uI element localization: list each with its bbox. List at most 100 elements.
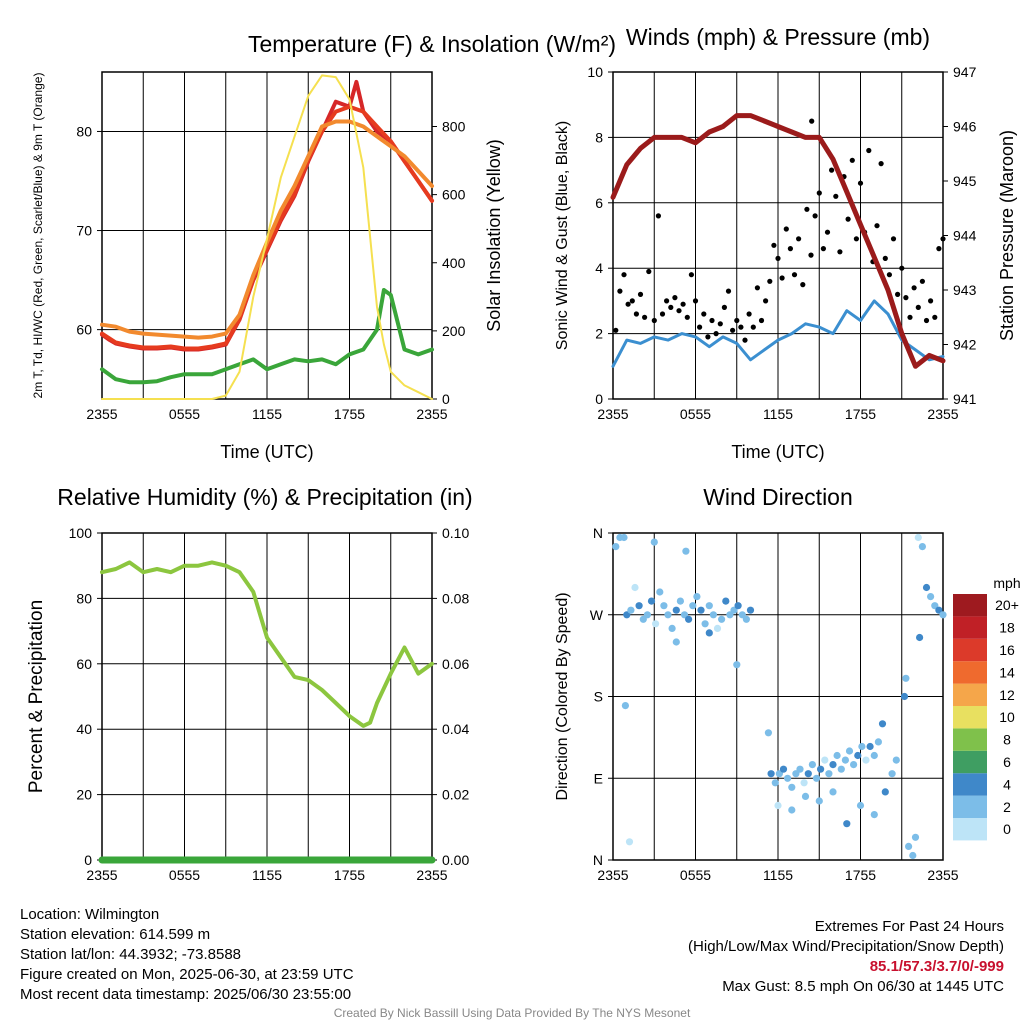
y-right-tick-label: 600 <box>442 187 466 203</box>
gust-point <box>684 314 690 320</box>
chart-title: Temperature (F) & Insolation (W/m²) <box>248 31 616 57</box>
y-axis-label: 2m T, Td, HI/WC (Red, Green, Scarlet/Blu… <box>31 73 45 399</box>
wind-direction-point <box>742 615 751 623</box>
wind-direction-point <box>843 820 851 828</box>
gust-point <box>804 206 810 212</box>
relative-humidity-line <box>100 560 434 728</box>
colorbar-label: 4 <box>1003 776 1011 792</box>
gust-point <box>659 311 666 317</box>
wind-direction-point <box>914 533 922 542</box>
wind-direction-point <box>647 597 656 605</box>
x-tick-label: 2355 <box>416 406 447 422</box>
y-tick-label: 10 <box>587 64 603 80</box>
wind-direction-point <box>631 583 639 592</box>
x-tick-label: 0555 <box>680 406 711 422</box>
gust-point <box>809 118 815 124</box>
wind-direction-point <box>815 797 823 805</box>
elevation-text: Station elevation: 614.599 m <box>20 926 211 943</box>
x-axis-label: Time (UTC) <box>220 442 313 462</box>
gust-point <box>911 285 917 291</box>
gust-point <box>713 331 719 337</box>
y-tick-label: 80 <box>76 123 92 139</box>
wind-direction-point <box>668 624 676 633</box>
wind-direction-point <box>909 851 917 860</box>
gust-point <box>812 213 818 219</box>
colorbar-label: 18 <box>999 620 1015 636</box>
wind-direction-point <box>812 774 821 782</box>
y-axis-label: Sonic Wind & Gust (Blue, Black) <box>554 121 571 350</box>
x-tick-label: 2355 <box>86 406 117 422</box>
gust-point <box>705 334 711 340</box>
wind-direction-point <box>808 761 817 769</box>
y-tick-label: 80 <box>76 590 92 606</box>
colorbar-swatch <box>953 706 987 729</box>
wind-direction-point <box>935 606 943 614</box>
colorbar-swatch <box>953 728 987 751</box>
y-tick-label: 60 <box>76 656 92 672</box>
gust-point <box>767 278 773 284</box>
gust-point <box>688 272 695 278</box>
wind-direction-point <box>833 751 841 760</box>
wind-direction-point <box>892 756 900 764</box>
gust-point <box>633 311 640 317</box>
wind-direction-point <box>817 765 825 773</box>
gust-point <box>613 327 619 333</box>
colorbar-title: mph <box>993 575 1020 591</box>
colorbar-label: 10 <box>999 709 1015 725</box>
y-right-tick-label: 0.04 <box>442 721 469 737</box>
y-tick-label: W <box>590 607 604 623</box>
gust-point <box>697 324 703 330</box>
credit-text: Created By Nick Bassill Using Data Provi… <box>333 1006 691 1020</box>
colorbar-label: 20+ <box>995 597 1019 613</box>
wind-direction-point <box>771 779 779 787</box>
wind-direction-point <box>734 602 742 610</box>
gust-point <box>800 282 806 288</box>
y-tick-label: 0 <box>595 391 603 407</box>
wind-direction-point <box>733 661 741 669</box>
wind-direction-point <box>656 588 664 596</box>
gust-point <box>664 298 670 304</box>
x-tick-label: 0555 <box>169 867 200 883</box>
wind-direction-point <box>918 543 927 551</box>
gust-point <box>717 321 723 327</box>
gust-point <box>940 236 946 242</box>
wind-direction-point <box>829 761 837 769</box>
y-axis-label: Direction (Colored By Speed) <box>554 592 571 800</box>
gust-point <box>928 298 934 304</box>
x-tick-label: 2355 <box>597 867 628 883</box>
gust-point <box>651 317 657 324</box>
gust-point <box>907 314 913 320</box>
gust-point <box>903 295 909 301</box>
y-right-tick-label: 941 <box>953 391 977 407</box>
gust-point <box>746 311 752 317</box>
y-right-tick-label: 0.02 <box>442 787 469 803</box>
wind-direction-point <box>705 602 713 610</box>
y-right-tick-label: 0.00 <box>442 852 469 868</box>
y-axis-label: Percent & Precipitation <box>26 600 47 793</box>
wind-direction-point <box>800 779 808 787</box>
gust-point <box>655 213 662 219</box>
gust-point <box>738 324 744 330</box>
colorbar-swatch <box>953 795 987 818</box>
y-right-tick-label: 947 <box>953 64 977 80</box>
colorbar-swatch <box>953 773 987 796</box>
latlon-text: Station lat/lon: 44.3932; -73.8588 <box>20 946 242 963</box>
wind-direction-point <box>701 620 709 628</box>
wind-direction-point <box>870 751 878 760</box>
gust-point <box>874 223 880 229</box>
wind-direction-point <box>829 788 837 796</box>
gust-point <box>629 298 635 304</box>
location-text: Location: Wilmington <box>20 906 160 923</box>
gust-point <box>754 285 761 291</box>
y-right-tick-label: 942 <box>953 337 977 353</box>
gust-point <box>676 308 682 314</box>
colorbar-label: 16 <box>999 642 1015 658</box>
extremes-values: 85.1/57.3/3.7/0/-999 <box>869 958 1004 975</box>
gust-point <box>763 298 769 304</box>
extremes-title: Extremes For Past 24 Hours <box>814 918 1004 935</box>
x-tick-label: 1155 <box>252 867 282 883</box>
wind-direction-point <box>878 720 887 728</box>
y-tick-label: E <box>594 770 603 786</box>
